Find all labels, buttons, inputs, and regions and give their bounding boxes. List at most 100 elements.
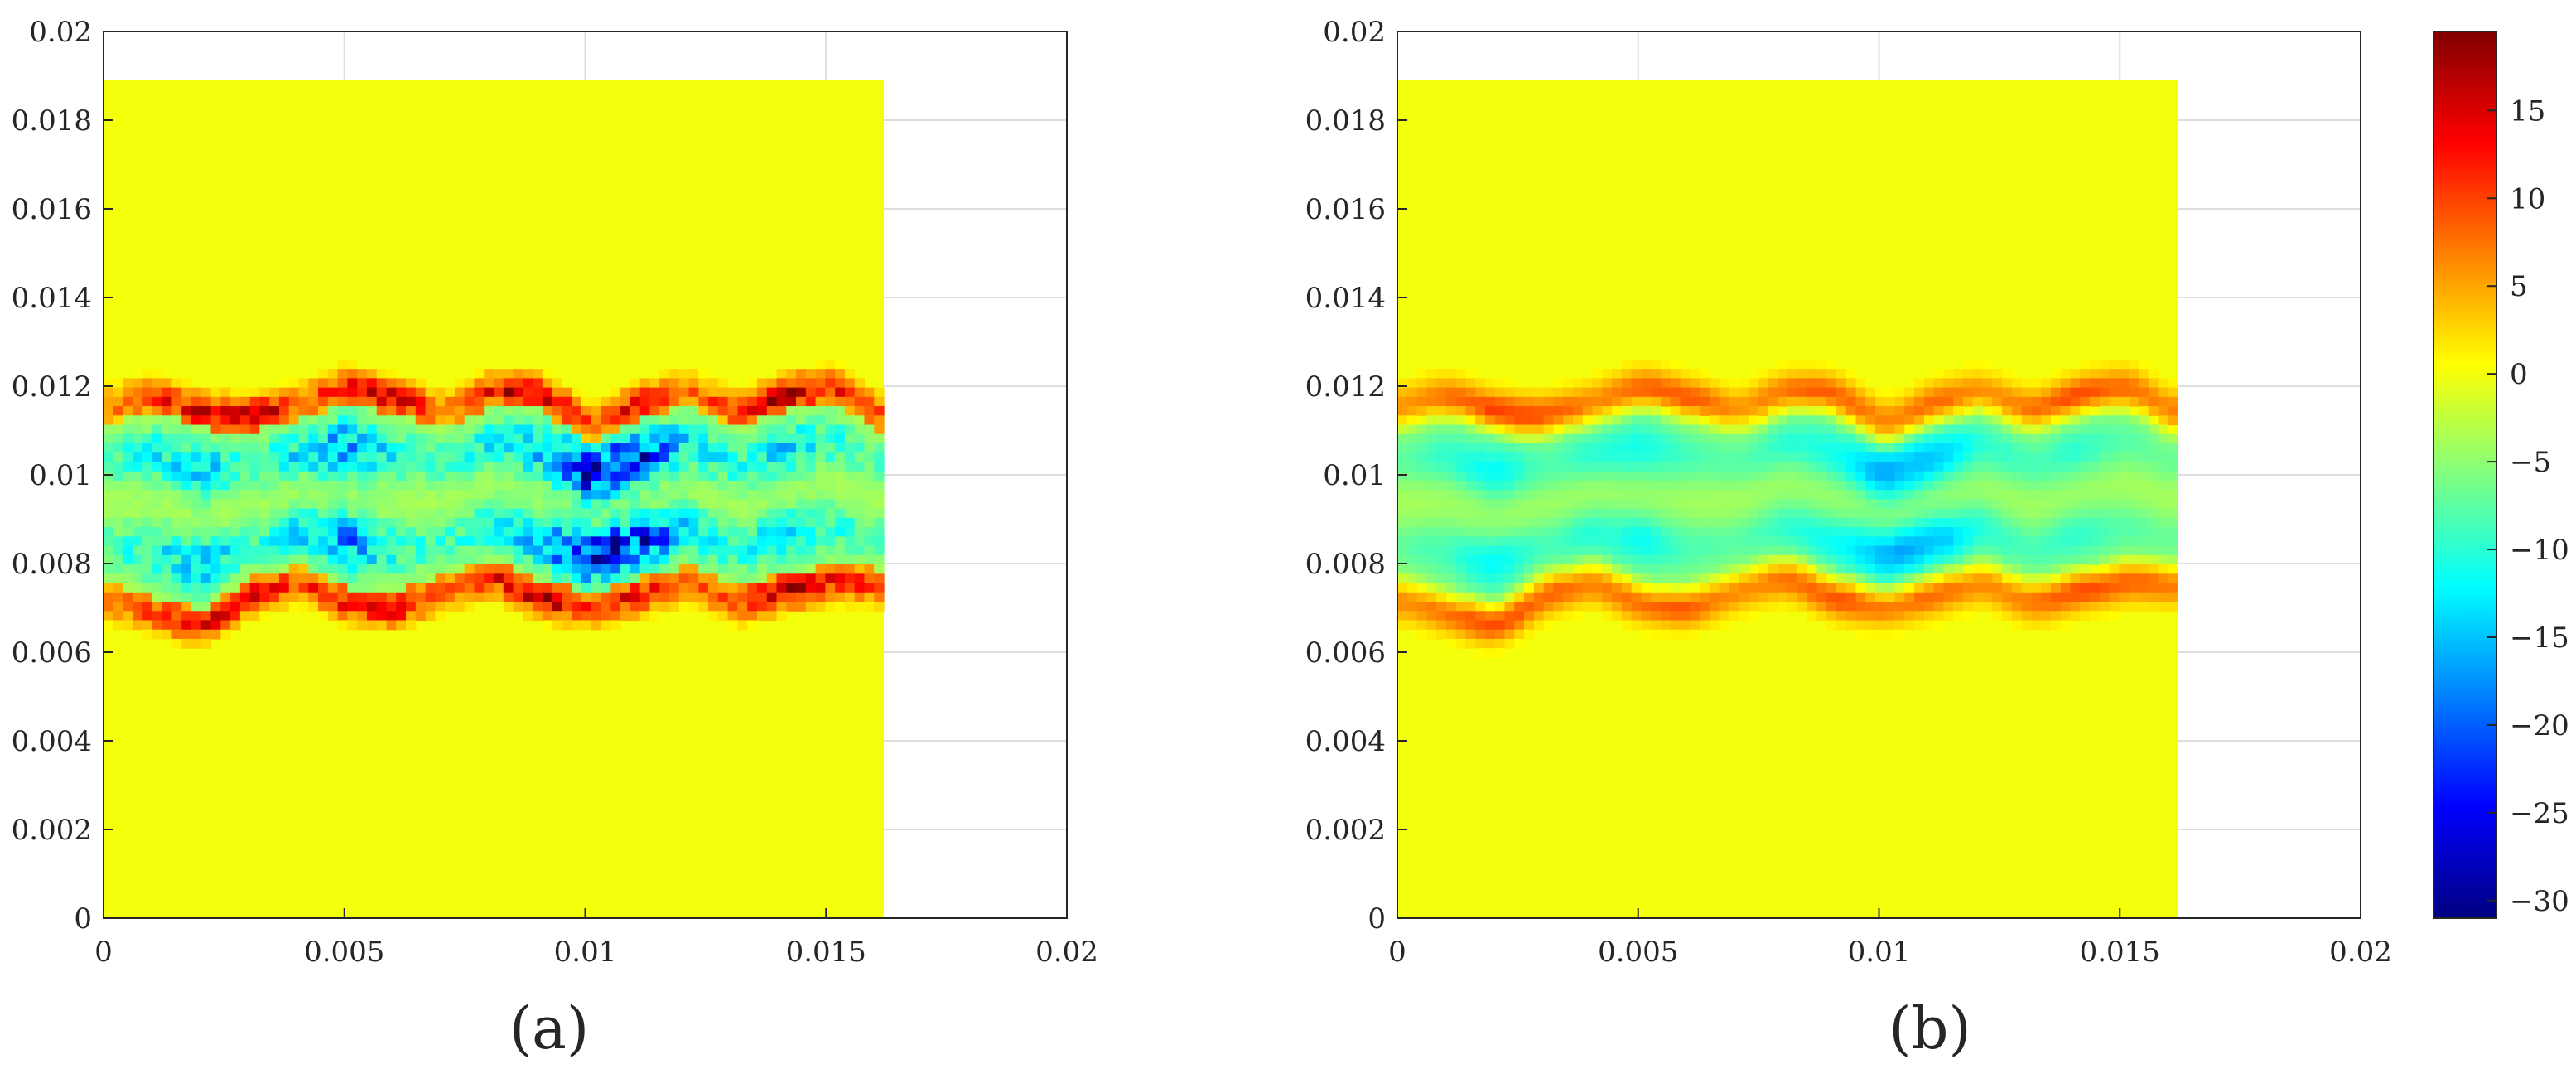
heatmap-cell <box>1602 480 1613 491</box>
heatmap-cell <box>1651 424 1662 435</box>
heatmap-cell <box>1787 359 1798 370</box>
heatmap-cell <box>747 433 758 444</box>
heatmap-cell <box>1943 452 1954 463</box>
heatmap-cell <box>191 490 202 501</box>
heatmap-cell <box>1563 378 1574 389</box>
heatmap-cell <box>835 471 846 481</box>
heatmap-cell <box>825 508 836 519</box>
heatmap-cell <box>288 443 300 453</box>
heatmap-cell <box>454 480 466 491</box>
heatmap-cell <box>1680 592 1691 602</box>
heatmap-cell <box>2031 583 2042 593</box>
heatmap-cell <box>2090 359 2101 370</box>
heatmap-cell <box>854 573 866 584</box>
heatmap-cell <box>1621 536 1633 547</box>
heatmap-cell <box>1397 592 1408 602</box>
heatmap-cell <box>415 415 427 426</box>
heatmap-cell <box>406 387 417 398</box>
heatmap-cell <box>2070 536 2081 547</box>
heatmap-cell <box>239 433 251 444</box>
heatmap-cell <box>396 378 407 389</box>
heatmap-cell <box>2158 443 2168 453</box>
heatmap-cell <box>1826 508 1837 519</box>
heatmap-cell <box>1729 396 1739 407</box>
heatmap-cell <box>2129 480 2139 491</box>
heatmap-cell <box>2148 443 2159 453</box>
heatmap-cell <box>113 620 124 631</box>
heatmap-cell <box>776 508 787 519</box>
heatmap-cell <box>1455 517 1467 528</box>
heatmap-cell <box>1543 471 1555 481</box>
heatmap-cell <box>513 433 523 444</box>
heatmap-cell <box>727 490 738 501</box>
heatmap-cell <box>1982 452 1993 463</box>
heatmap-cell <box>523 611 533 622</box>
heatmap-cell <box>474 387 485 398</box>
heatmap-cell <box>639 564 651 574</box>
heatmap-cell <box>1533 424 1545 435</box>
heatmap-cell <box>249 499 261 510</box>
heatmap-cell <box>1416 369 1427 379</box>
heatmap-cell <box>1494 517 1506 528</box>
heatmap-cell <box>171 517 182 528</box>
heatmap-cell <box>1504 433 1515 444</box>
heatmap-cell <box>552 499 563 510</box>
heatmap-cell <box>1426 536 1437 547</box>
heatmap-cell <box>366 369 378 379</box>
heatmap-cell <box>1563 527 1574 537</box>
heatmap-cell <box>1719 592 1729 602</box>
heatmap-cell <box>1719 583 1729 593</box>
heatmap-cell <box>1787 415 1798 426</box>
heatmap-cell <box>1660 620 1672 631</box>
heatmap-cell <box>2109 490 2120 501</box>
heatmap-cell <box>1543 554 1555 565</box>
heatmap-cell <box>1455 499 1467 510</box>
heatmap-cell <box>542 396 553 407</box>
heatmap-cell <box>1670 415 1681 426</box>
heatmap-cell <box>766 545 778 556</box>
heatmap-cell <box>1572 573 1584 584</box>
heatmap-cell <box>1894 462 1905 472</box>
heatmap-cell <box>1865 471 1876 481</box>
heatmap-cell <box>1992 415 2003 426</box>
heatmap-cell <box>2021 443 2032 453</box>
heatmap-cell <box>1923 545 1935 556</box>
heatmap-cell <box>2109 396 2120 407</box>
heatmap-cell <box>1845 378 1857 389</box>
heatmap-cell <box>668 517 680 528</box>
heatmap-cell <box>572 433 582 444</box>
heatmap-cell <box>552 564 563 574</box>
heatmap-cell <box>1621 443 1633 453</box>
heatmap-cell <box>2041 452 2052 463</box>
heatmap-cell <box>523 480 533 491</box>
heatmap-cell <box>572 592 582 602</box>
heatmap-cell <box>133 433 143 444</box>
heatmap-cell <box>1874 573 1886 584</box>
heatmap-cell <box>805 527 817 537</box>
heatmap-cell <box>1874 564 1886 574</box>
heatmap-cell <box>1484 629 1496 640</box>
heatmap-cell <box>1465 620 1476 631</box>
heatmap-cell <box>1631 424 1642 435</box>
heatmap-cell <box>357 406 368 416</box>
heatmap-cell <box>796 471 807 481</box>
heatmap-cell <box>639 602 651 612</box>
heatmap-cell <box>776 536 787 547</box>
heatmap-cell <box>659 545 670 556</box>
heatmap-cell <box>1826 499 1837 510</box>
heatmap-cell <box>1797 415 1808 426</box>
heatmap-cell <box>318 602 329 612</box>
heatmap-cell <box>1445 611 1457 622</box>
heatmap-cell <box>727 499 738 510</box>
heatmap-cell <box>786 443 797 453</box>
heatmap-cell <box>737 424 748 435</box>
heatmap-cell <box>133 536 143 547</box>
heatmap-cell <box>747 527 758 537</box>
heatmap-cell <box>1836 406 1847 416</box>
heatmap-cell <box>1592 471 1603 481</box>
heatmap-cell <box>649 499 660 510</box>
heatmap-cell <box>2090 611 2101 622</box>
heatmap-cell <box>366 490 378 501</box>
heatmap-cell <box>200 396 212 407</box>
heatmap-cell <box>668 592 680 602</box>
